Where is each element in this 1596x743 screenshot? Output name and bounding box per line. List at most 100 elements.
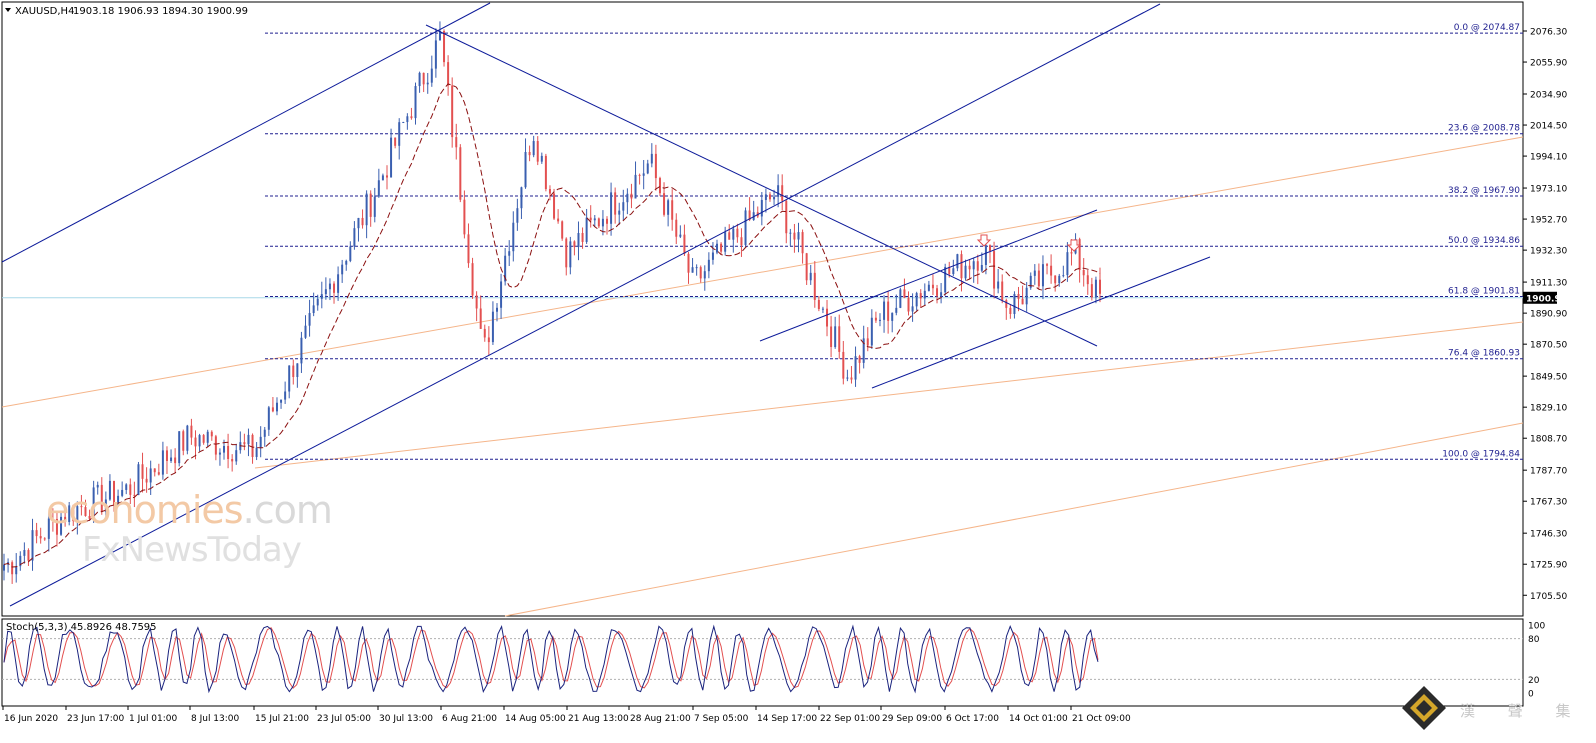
candle-body [830, 326, 833, 348]
candle-body [850, 377, 853, 380]
candle-body [247, 434, 250, 445]
candle-body [300, 337, 303, 364]
time-tick-label: 8 Jul 13:00 [191, 714, 240, 724]
candle-body [711, 252, 714, 260]
candle-body [55, 518, 58, 535]
candle-body [781, 185, 784, 201]
candle-body [1033, 270, 1036, 276]
candle-body [312, 305, 315, 314]
candle-body [797, 232, 800, 240]
price-tick-label: 1870.50 [1530, 341, 1567, 351]
candle-body [948, 266, 951, 275]
chart-symbol-label: XAUUSD,H4 [15, 6, 74, 17]
price-tick-label: 2076.30 [1530, 28, 1567, 38]
candle-body [288, 365, 291, 392]
candle-body [858, 356, 861, 363]
candle-body [993, 251, 996, 289]
time-tick-label: 6 Aug 21:00 [442, 714, 497, 724]
candle-body [524, 151, 527, 188]
candle-body [1070, 252, 1073, 254]
candle-body [785, 200, 788, 234]
candle-body [667, 200, 670, 215]
arrow-markers [976, 234, 1082, 252]
candle-body [316, 298, 319, 306]
trend-lines[interactable] [1, 2, 1211, 607]
trend-line [9, 3, 1161, 607]
candle-body [748, 210, 751, 220]
candle-body [271, 407, 274, 412]
candle-body [402, 122, 405, 124]
candle-body [1046, 264, 1049, 266]
candle-body [663, 193, 666, 215]
candle-body [960, 254, 963, 279]
candle-body [577, 233, 580, 248]
candle-body [504, 255, 507, 282]
candle-body [646, 163, 649, 174]
candle-body [903, 289, 906, 298]
stoch-signal-line [3, 627, 1099, 689]
candle-body [133, 494, 136, 496]
time-axis[interactable]: 16 Jun 2020 23 Jun 17:00 1 Jul 01:00 8 Jul … [2, 706, 1131, 724]
candle-body [630, 193, 633, 199]
candle-body [687, 253, 690, 273]
candle-body [642, 173, 645, 176]
candle-body [495, 307, 498, 312]
fib-level-label: 100.0 @ 1794.84 [1442, 449, 1520, 459]
time-tick-label: 14 Sep 17:00 [757, 714, 817, 724]
time-tick-label: 30 Jul 13:00 [379, 714, 433, 724]
candle-body [353, 228, 356, 247]
price-tick-label: 1849.50 [1530, 373, 1567, 383]
candle-body [520, 187, 523, 209]
candle-body [764, 194, 767, 200]
candle-body [72, 505, 75, 522]
time-tick-label: 15 Jul 21:00 [255, 714, 309, 724]
regression-line [254, 321, 1524, 469]
candle-body [333, 283, 336, 293]
candle-body [117, 495, 120, 506]
candle-body [854, 356, 857, 380]
trend-line [759, 209, 1098, 342]
candle-body [740, 237, 743, 245]
candle-body [891, 312, 894, 321]
stoch-axis-label: 80 [1528, 635, 1540, 645]
candle-body [752, 212, 755, 220]
candle-body [255, 447, 258, 457]
candle-body [280, 399, 283, 403]
candle-body [805, 253, 808, 281]
candle-body [561, 221, 564, 239]
candle-body [801, 232, 804, 254]
candle-body [113, 480, 116, 506]
candle-body [430, 68, 433, 83]
time-tick-label: 1 Jul 01:00 [129, 714, 178, 724]
candle-body [732, 228, 735, 240]
price-tick-label: 2014.50 [1530, 122, 1567, 132]
candle-body [944, 266, 947, 293]
candle-body [11, 562, 14, 575]
candle-body [438, 31, 441, 41]
candle-body [980, 265, 983, 271]
candle-body [35, 530, 38, 537]
candle-body [842, 351, 845, 379]
candle-body [275, 402, 278, 412]
candle-body [675, 219, 678, 237]
price-tick-label: 1952.70 [1530, 216, 1567, 226]
candle-body [361, 217, 364, 226]
candle-body [1009, 307, 1012, 314]
stoch-chart-frame [1, 618, 1524, 707]
fib-level-label: 76.4 @ 1860.93 [1448, 349, 1520, 359]
price-axis[interactable]: 2076.30 2055.90 2034.90 2014.50 1994.10 1973.… [1523, 28, 1567, 602]
symbol-dropdown-icon[interactable] [5, 8, 11, 12]
candle-body [324, 289, 327, 295]
candle-body [170, 457, 173, 461]
candle-body [263, 429, 266, 437]
fibonacci-retracement[interactable]: 0.0 @ 2074.87 23.6 @ 2008.78 38.2 @ 1967.9… [265, 23, 1523, 460]
candle-body [125, 484, 128, 490]
candle-body [720, 243, 723, 252]
candle-body [997, 281, 1000, 289]
price-tick-label: 1808.70 [1530, 435, 1567, 445]
candle-body [826, 308, 829, 327]
candle-body [292, 365, 295, 378]
candle-body [39, 536, 42, 539]
candle-body [500, 281, 503, 308]
